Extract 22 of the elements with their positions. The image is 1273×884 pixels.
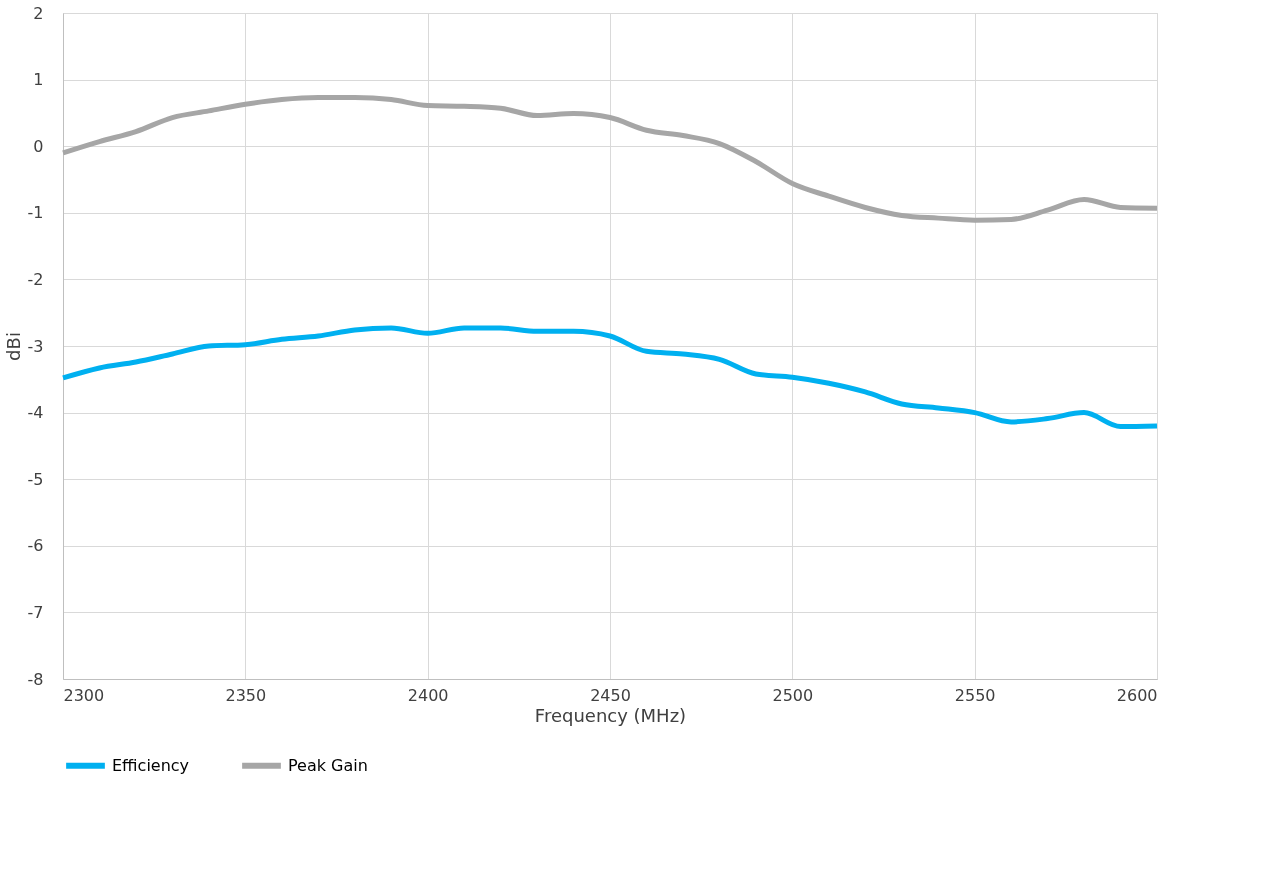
y-tick-label: -8 [27,669,44,689]
y-tick-label: -4 [27,403,44,423]
legend-label: Efficiency [112,755,190,775]
legend-label: Peak Gain [288,755,368,775]
x-tick-label: 2300 [63,685,105,705]
y-tick-label: -5 [27,469,44,489]
x-tick-label: 2550 [954,685,996,705]
y-tick-label: -3 [27,336,44,356]
y-axis-title: dBi [2,332,24,361]
y-tick-label: -6 [27,536,44,556]
x-tick-label: 2450 [590,685,631,705]
x-tick-label: 2400 [407,685,449,705]
y-tick-label: 2 [33,3,44,23]
y-tick-label: 0 [33,136,44,156]
y-tick-label: -7 [27,602,44,622]
y-tick-label: 1 [33,70,44,90]
x-tick-label: 2350 [225,685,267,705]
x-axis-title: Frequency (MHz) [534,704,687,726]
x-tick-label: 2600 [1116,685,1158,705]
y-tick-label: -1 [27,203,44,223]
x-tick-label: 2500 [772,685,814,705]
y-tick-label: -2 [27,269,44,289]
